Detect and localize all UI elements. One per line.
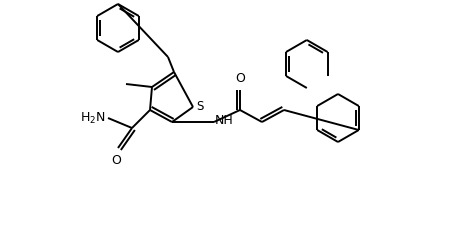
Text: O: O bbox=[235, 72, 245, 85]
Text: NH: NH bbox=[215, 113, 234, 126]
Text: H$_2$N: H$_2$N bbox=[80, 110, 106, 126]
Text: S: S bbox=[196, 101, 203, 113]
Text: O: O bbox=[111, 154, 121, 167]
